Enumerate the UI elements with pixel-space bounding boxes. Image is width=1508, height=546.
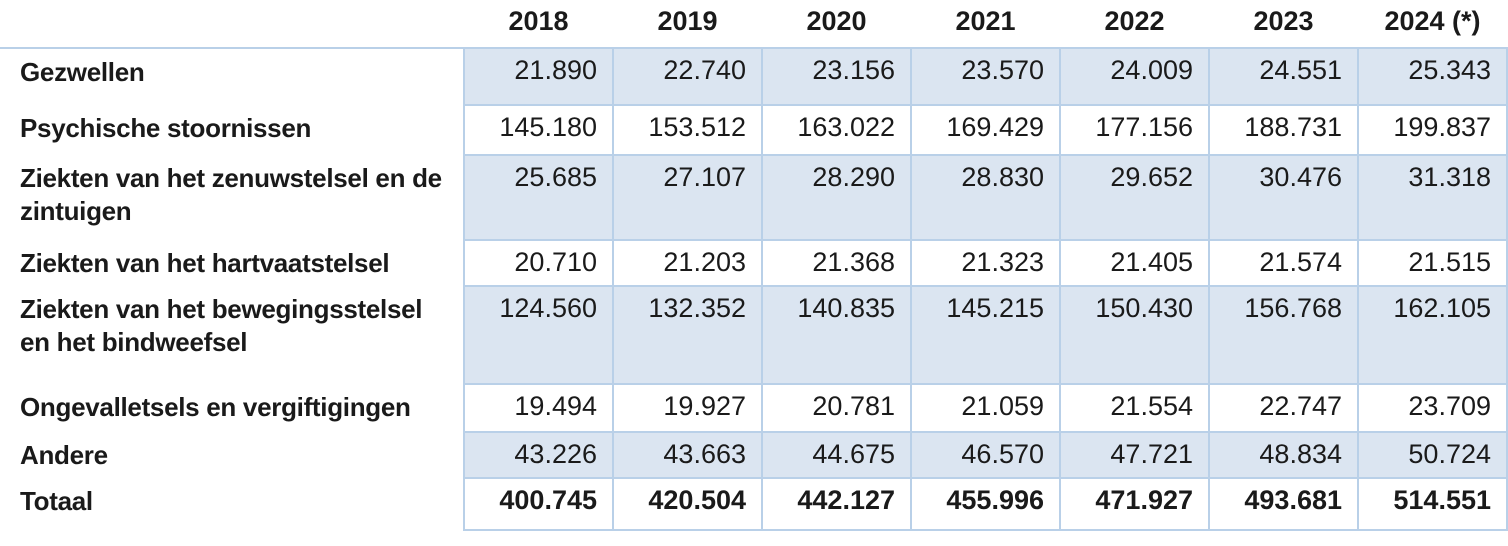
table-cell: 50.724 [1357,431,1508,479]
table-cell: 28.290 [761,154,912,241]
row-label: Andere [0,432,464,478]
table-cell: 43.226 [463,431,614,479]
table-cell: 162.105 [1357,285,1508,385]
table-cell: 442.127 [761,477,912,531]
table-cell: 21.059 [910,383,1061,433]
table-cell: 47.721 [1059,431,1210,479]
table-cell: 22.740 [612,47,763,106]
table-cell: 44.675 [761,431,912,479]
table-cell: 188.731 [1208,104,1359,156]
table-row-hartvaatstelsel: Ziekten van het hartvaatstelsel 20.710 2… [0,239,1508,287]
table-cell: 25.343 [1357,47,1508,106]
row-label: Ziekten van het zenuwstelsel en de zintu… [0,155,464,240]
table-row-andere: Andere 43.226 43.663 44.675 46.570 47.72… [0,431,1508,479]
table-cell: 19.927 [612,383,763,433]
row-label: Ziekten van het bewegingsstelsel en het … [0,286,464,384]
table-cell: 163.022 [761,104,912,156]
table-cell: 23.156 [761,47,912,106]
table-cell: 21.574 [1208,239,1359,287]
corner-header-cell [0,0,464,49]
table-cell: 21.203 [612,239,763,287]
table-cell: 21.405 [1059,239,1210,287]
table-row-psychische-stoornissen: Psychische stoornissen 145.180 153.512 1… [0,104,1508,156]
table-cell: 21.890 [463,47,614,106]
column-header-2018: 2018 [464,0,613,49]
row-label: Psychische stoornissen [0,105,464,155]
table-cell: 24.009 [1059,47,1210,106]
table-cell: 21.554 [1059,383,1210,433]
table-cell: 140.835 [761,285,912,385]
disease-category-statistics-table: 2018 2019 2020 2021 2022 2023 2024 (*) G… [0,0,1508,531]
table-cell: 20.781 [761,383,912,433]
column-header-2021: 2021 [911,0,1060,49]
table-cell: 30.476 [1208,154,1359,241]
column-header-2022: 2022 [1060,0,1209,49]
column-header-2020: 2020 [762,0,911,49]
table-cell: 153.512 [612,104,763,156]
table-row-bewegingsstelsel: Ziekten van het bewegingsstelsel en het … [0,285,1508,385]
row-label: Ongevalletsels en vergiftigingen [0,384,464,432]
table-cell: 21.515 [1357,239,1508,287]
table-row-gezwellen: Gezwellen 21.890 22.740 23.156 23.570 24… [0,47,1508,106]
table-cell: 455.996 [910,477,1061,531]
table-cell: 19.494 [463,383,614,433]
row-label: Ziekten van het hartvaatstelsel [0,240,464,286]
table-row-totaal: Totaal 400.745 420.504 442.127 455.996 4… [0,477,1508,531]
table-cell: 25.685 [463,154,614,241]
table-cell: 514.551 [1357,477,1508,531]
table-cell: 28.830 [910,154,1061,241]
row-label: Totaal [0,478,464,530]
table-cell: 199.837 [1357,104,1508,156]
table-cell: 21.323 [910,239,1061,287]
table-cell: 177.156 [1059,104,1210,156]
column-header-2023: 2023 [1209,0,1358,49]
table-cell: 31.318 [1357,154,1508,241]
table-cell: 48.834 [1208,431,1359,479]
table-cell: 27.107 [612,154,763,241]
table-cell: 29.652 [1059,154,1210,241]
table-cell: 132.352 [612,285,763,385]
table-cell: 43.663 [612,431,763,479]
table-cell: 493.681 [1208,477,1359,531]
table-row-zenuwstelsel: Ziekten van het zenuwstelsel en de zintu… [0,154,1508,241]
column-header-2024: 2024 (*) [1358,0,1507,49]
table-cell: 145.215 [910,285,1061,385]
table-cell: 145.180 [463,104,614,156]
table-cell: 23.570 [910,47,1061,106]
table-cell: 471.927 [1059,477,1210,531]
row-label: Gezwellen [0,48,464,105]
table-cell: 124.560 [463,285,614,385]
table-cell: 23.709 [1357,383,1508,433]
table-cell: 150.430 [1059,285,1210,385]
table-cell: 21.368 [761,239,912,287]
column-header-2019: 2019 [613,0,762,49]
header-row: 2018 2019 2020 2021 2022 2023 2024 (*) [0,0,1507,49]
table-cell: 156.768 [1208,285,1359,385]
table-cell: 22.747 [1208,383,1359,433]
table-cell: 169.429 [910,104,1061,156]
table-cell: 46.570 [910,431,1061,479]
table-row-ongevalletsels: Ongevalletsels en vergiftigingen 19.494 … [0,383,1508,433]
table-cell: 400.745 [463,477,614,531]
table-cell: 20.710 [463,239,614,287]
table-cell: 420.504 [612,477,763,531]
table-cell: 24.551 [1208,47,1359,106]
